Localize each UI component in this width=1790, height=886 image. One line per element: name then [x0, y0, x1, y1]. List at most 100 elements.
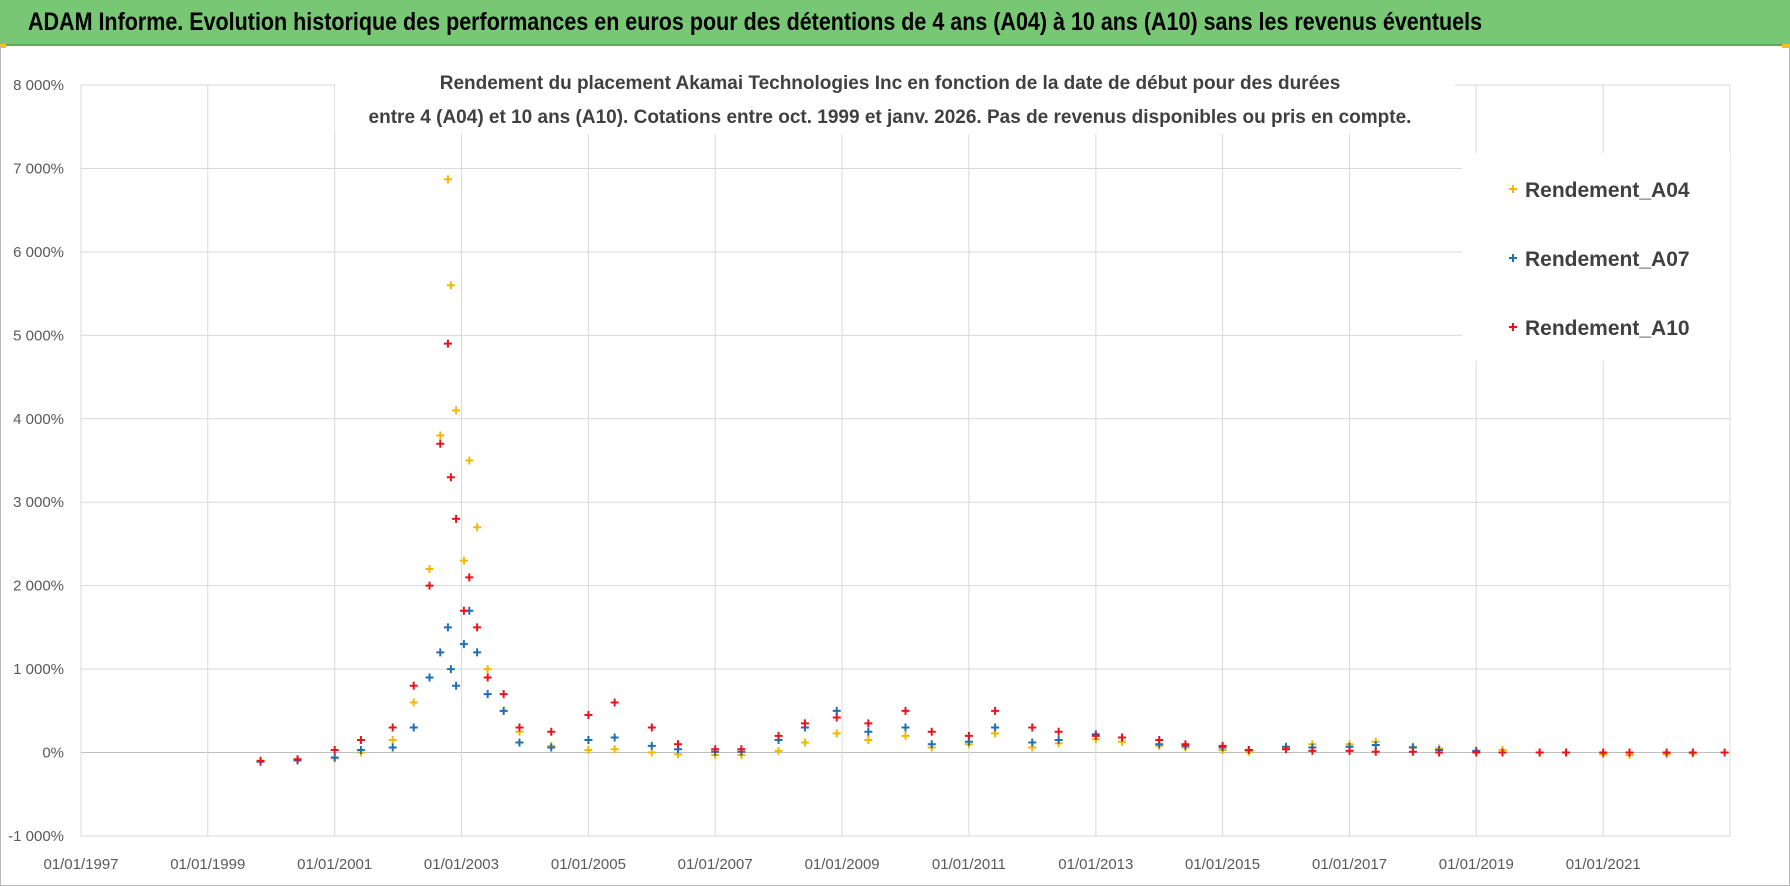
data-point: [436, 431, 445, 440]
data-point: [927, 727, 936, 736]
data-point: [584, 736, 593, 745]
y-tick-label: 1 000%: [13, 661, 64, 678]
chart-title-line2: entre 4 (A04) et 10 ans (A10). Cotations…: [369, 107, 1412, 128]
y-tick-label: 3 000%: [13, 494, 64, 511]
data-point: [1054, 736, 1063, 745]
legend-label: Rendement_A07: [1525, 248, 1690, 271]
data-point: [647, 741, 656, 750]
data-point: [610, 745, 619, 754]
data-point: [446, 281, 455, 290]
data-point: [499, 706, 508, 715]
data-point: [1435, 748, 1444, 757]
data-point: [1662, 748, 1671, 757]
data-point: [584, 711, 593, 720]
legend-marker: [1509, 323, 1517, 331]
x-tick-label: 01/01/2007: [678, 856, 753, 873]
data-point: [1535, 748, 1544, 757]
corner-accent-left: [0, 44, 6, 48]
legend-marker: [1509, 185, 1517, 193]
chart-legend: Rendement_A04 Rendement_A07 Rendement_A10: [1462, 153, 1730, 361]
x-tick-label: 01/01/2021: [1566, 856, 1641, 873]
data-point: [774, 731, 783, 740]
data-point: [388, 736, 397, 745]
data-point: [388, 743, 397, 752]
x-tick-label: 01/01/2005: [551, 856, 626, 873]
header-bar: ADAM Informe. Evolution historique des p…: [0, 0, 1790, 46]
x-tick-label: 01/01/2019: [1439, 856, 1514, 873]
data-point: [452, 406, 461, 415]
data-point: [1181, 740, 1190, 749]
data-point: [293, 755, 302, 764]
data-point: [1244, 746, 1253, 755]
data-point: [443, 339, 452, 348]
x-axis-ticks: 01/01/1997 01/01/1999 01/01/2001 01/01/2003…: [43, 856, 1640, 873]
data-point: [1028, 723, 1037, 732]
data-point: [647, 723, 656, 732]
data-point: [483, 690, 492, 699]
data-point: [1408, 747, 1417, 756]
data-point: [459, 606, 468, 615]
chart-title-background: [335, 66, 1455, 134]
data-point: [674, 740, 683, 749]
data-point: [473, 648, 482, 657]
data-point: [584, 746, 593, 755]
data-point: [459, 556, 468, 565]
y-tick-label: 2 000%: [13, 578, 64, 595]
x-tick-label: 01/01/2015: [1185, 856, 1260, 873]
data-point: [901, 723, 910, 732]
data-point: [774, 746, 783, 755]
data-point: [964, 731, 973, 740]
data-point: [483, 673, 492, 682]
data-point: [1625, 748, 1634, 757]
data-point: [483, 665, 492, 674]
data-point: [465, 573, 474, 582]
data-point: [1720, 748, 1729, 757]
y-tick-label: 4 000%: [13, 411, 64, 428]
legend-background: [1462, 153, 1730, 361]
data-point: [647, 748, 656, 757]
data-point: [473, 523, 482, 532]
data-point: [1345, 746, 1354, 755]
data-point: [737, 745, 746, 754]
data-point: [446, 665, 455, 674]
data-point: [1155, 736, 1164, 745]
series-points: [256, 175, 1729, 766]
y-tick-label: 6 000%: [13, 244, 64, 261]
data-point: [864, 727, 873, 736]
y-tick-label: 5 000%: [13, 327, 64, 344]
data-point: [436, 439, 445, 448]
x-tick-label: 01/01/2013: [1058, 856, 1133, 873]
data-point: [1218, 741, 1227, 750]
data-point: [864, 736, 873, 745]
data-point: [1371, 747, 1380, 756]
data-point: [927, 740, 936, 749]
x-tick-label: 01/01/2017: [1312, 856, 1387, 873]
data-point: [1371, 741, 1380, 750]
data-point: [409, 681, 418, 690]
data-point: [1688, 748, 1697, 757]
data-point: [800, 719, 809, 728]
data-point: [832, 706, 841, 715]
data-point: [547, 727, 556, 736]
data-point: [443, 623, 452, 632]
data-point: [991, 723, 1000, 732]
data-point: [356, 746, 365, 755]
x-tick-label: 01/01/2009: [805, 856, 880, 873]
data-point: [452, 514, 461, 523]
data-point: [459, 640, 468, 649]
y-tick-label: 0%: [42, 745, 64, 762]
x-tick-label: 01/01/2003: [424, 856, 499, 873]
data-point: [409, 723, 418, 732]
data-point: [388, 723, 397, 732]
data-point: [901, 706, 910, 715]
y-tick-label: 7 000%: [13, 160, 64, 177]
data-point: [443, 175, 452, 184]
data-point: [1028, 738, 1037, 747]
data-point: [901, 731, 910, 740]
x-tick-label: 01/01/1999: [170, 856, 245, 873]
data-point: [436, 648, 445, 657]
data-point: [452, 681, 461, 690]
data-point: [832, 729, 841, 738]
y-axis-ticks: -1 000% 0% 1 000% 2 000% 3 000% 4 000% 5 000% 6…: [8, 77, 64, 845]
data-point: [991, 706, 1000, 715]
